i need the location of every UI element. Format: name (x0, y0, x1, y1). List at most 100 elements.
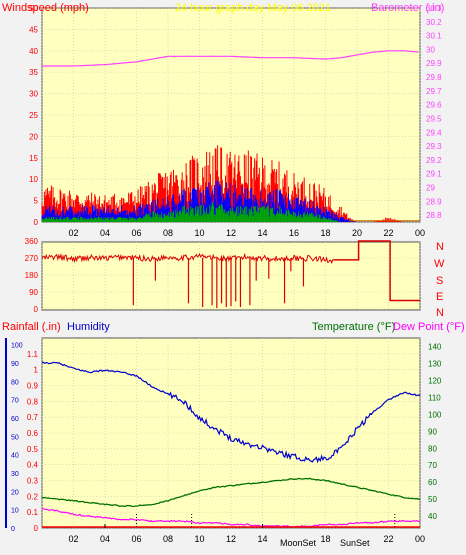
humidity-x-tick-label: 08 (163, 534, 173, 544)
direction-axes: 360 270 180 90 0 (25, 237, 39, 314)
wind-x-tick-label: 08 (163, 228, 173, 238)
barometer-y-tick-label: 30 (426, 45, 435, 54)
wind-y-tick-label: 40 (29, 47, 38, 56)
humidity-x-tick-label: 00 (415, 534, 425, 544)
wind-x-tick-label: 14 (257, 228, 267, 238)
temperature-label: Temperature (°F) (312, 321, 395, 333)
compass-w: W (434, 258, 445, 270)
wind-y-tick-label: 5 (34, 197, 39, 206)
wind-x-tick-label: 10 (194, 228, 204, 238)
wind-y-tick-label: 20 (29, 132, 38, 141)
temperature-y-tick-label: 100 (428, 410, 442, 419)
barometer-y-tick-label: 29.2 (426, 156, 442, 165)
barometer-line (42, 50, 419, 67)
barometer-y-tick-label: 30.1 (426, 32, 442, 41)
compass-n-top: N (436, 241, 444, 253)
wind-y-tick-label: 10 (29, 175, 38, 184)
wind-y-tick-label: 35 (29, 68, 38, 77)
humidity-x-tick-label: 14 (257, 534, 267, 544)
barometer-y-tick-label: 29.1 (426, 170, 442, 179)
wind-x-tick-label: 18 (320, 228, 330, 238)
wind-x-tick-label: 20 (352, 228, 362, 238)
rainfall-y-tick-label: 0.5 (27, 445, 39, 454)
wind-series (41, 50, 420, 222)
dewpoint-line (42, 508, 421, 528)
rainfall-y-tick-label: 0.1 (27, 508, 39, 517)
barometer-y-tick-label: 29.8 (426, 73, 442, 82)
dewpoint-label: Dew Point (°F) (393, 321, 465, 333)
rainfall-y-tick-label: 0.9 (27, 382, 39, 391)
rainfall-y-tick-label: 0.2 (27, 492, 39, 501)
wind-x-tick-label: 02 (68, 228, 78, 238)
wind-y-tick-label: 0 (34, 218, 39, 227)
compass-n-bottom: N (436, 307, 444, 319)
rainfall-y-tick-label: 0.8 (27, 397, 39, 406)
humidity-x-tick-label: 06 (131, 534, 141, 544)
humidity-y-tick-label: 90 (11, 361, 19, 368)
humidity-y-tick-label: 60 (11, 416, 19, 423)
rainfall-label: Rainfall (.in) (2, 321, 61, 333)
rainfall-y-tick-label: 0.3 (27, 477, 39, 486)
humidity-y-tick-label: 20 (11, 489, 19, 496)
rainfall-y-tick-label: 0.6 (27, 429, 39, 438)
humidity-y-tick-label: 50 (11, 434, 19, 441)
sunset-label: SunSet (340, 538, 370, 548)
humidity-y-tick-label: 80 (11, 379, 19, 386)
graph-date-label: 24 hour graph day May 06 2021 (175, 2, 331, 14)
direction-y-tick-label: 90 (29, 288, 38, 297)
barometer-y-tick-label: 29 (426, 183, 435, 192)
humidity-x-tick-label: 04 (100, 534, 110, 544)
wind-x-tick-label: 22 (383, 228, 393, 238)
direction-y-tick-label: 180 (25, 271, 39, 280)
humidity-x-tick-label: 10 (194, 534, 204, 544)
wind-y-tick-label: 15 (29, 154, 38, 163)
humidity-axes: 010203040506070809010000.10.20.30.40.50.… (5, 338, 442, 544)
barometer-y-tick-label: 29.3 (426, 142, 442, 151)
temperature-y-tick-label: 40 (428, 512, 437, 521)
temperature-y-tick-label: 110 (428, 393, 441, 402)
direction-y-tick-label: 270 (25, 254, 39, 263)
barometer-y-tick-label: 30.2 (426, 18, 442, 27)
wind-x-tick-label: 06 (131, 228, 141, 238)
temperature-y-tick-label: 80 (428, 444, 437, 453)
wind-x-tick-label: 16 (289, 228, 299, 238)
temperature-line (41, 477, 421, 508)
rainfall-y-tick-label: 1.1 (27, 350, 39, 359)
rainfall-y-tick-label: 0.7 (27, 413, 39, 422)
wind-x-tick-label: 04 (100, 228, 110, 238)
barometer-y-tick-label: 28.9 (426, 197, 442, 206)
humidity-y-tick-label: 100 (11, 343, 23, 350)
wind-y-tick-label: 25 (29, 111, 38, 120)
compass-e: E (436, 291, 443, 303)
humidity-x-tick-label: 22 (383, 534, 393, 544)
barometer-y-tick-label: 29.7 (426, 87, 442, 96)
temperature-y-tick-label: 90 (428, 427, 437, 436)
temperature-y-tick-label: 120 (428, 376, 442, 385)
barometer-label: Barometer (.in) (371, 2, 444, 14)
humidity-y-tick-label: 40 (11, 453, 19, 460)
humidity-x-tick-label: 12 (226, 534, 236, 544)
barometer-y-tick-label: 29.9 (426, 59, 442, 68)
moonset-label: MoonSet (280, 538, 317, 548)
wind-x-tick-label: 12 (226, 228, 236, 238)
barometer-y-tick-label: 29.4 (426, 128, 442, 137)
humidity-series (41, 361, 421, 528)
humidity-x-tick-label: 02 (68, 534, 78, 544)
wind-y-tick-label: 30 (29, 90, 38, 99)
temperature-y-tick-label: 60 (428, 478, 437, 487)
compass-s: S (436, 275, 443, 287)
barometer-y-tick-label: 29.6 (426, 101, 442, 110)
wind-y-tick-label: 50 (29, 4, 38, 13)
barometer-y-tick-label: 30.3 (426, 4, 442, 13)
temperature-y-tick-label: 130 (428, 359, 442, 368)
direction-series (41, 240, 420, 309)
wind-axes: 0 5 10 15 20 25 30 35 40 45 50 28.8 28.9 29 29.1 29.2 29… (29, 4, 442, 238)
direction-y-tick-label: 360 (25, 237, 39, 246)
rainfall-y-tick-label: 0 (34, 524, 39, 533)
humidity-x-tick-label: 18 (320, 534, 330, 544)
windspeed-label: Windspeed (mph) (2, 2, 89, 14)
temperature-y-tick-label: 50 (428, 495, 437, 504)
humidity-label: Humidity (67, 321, 110, 333)
humidity-y-tick-label: 10 (11, 508, 19, 515)
